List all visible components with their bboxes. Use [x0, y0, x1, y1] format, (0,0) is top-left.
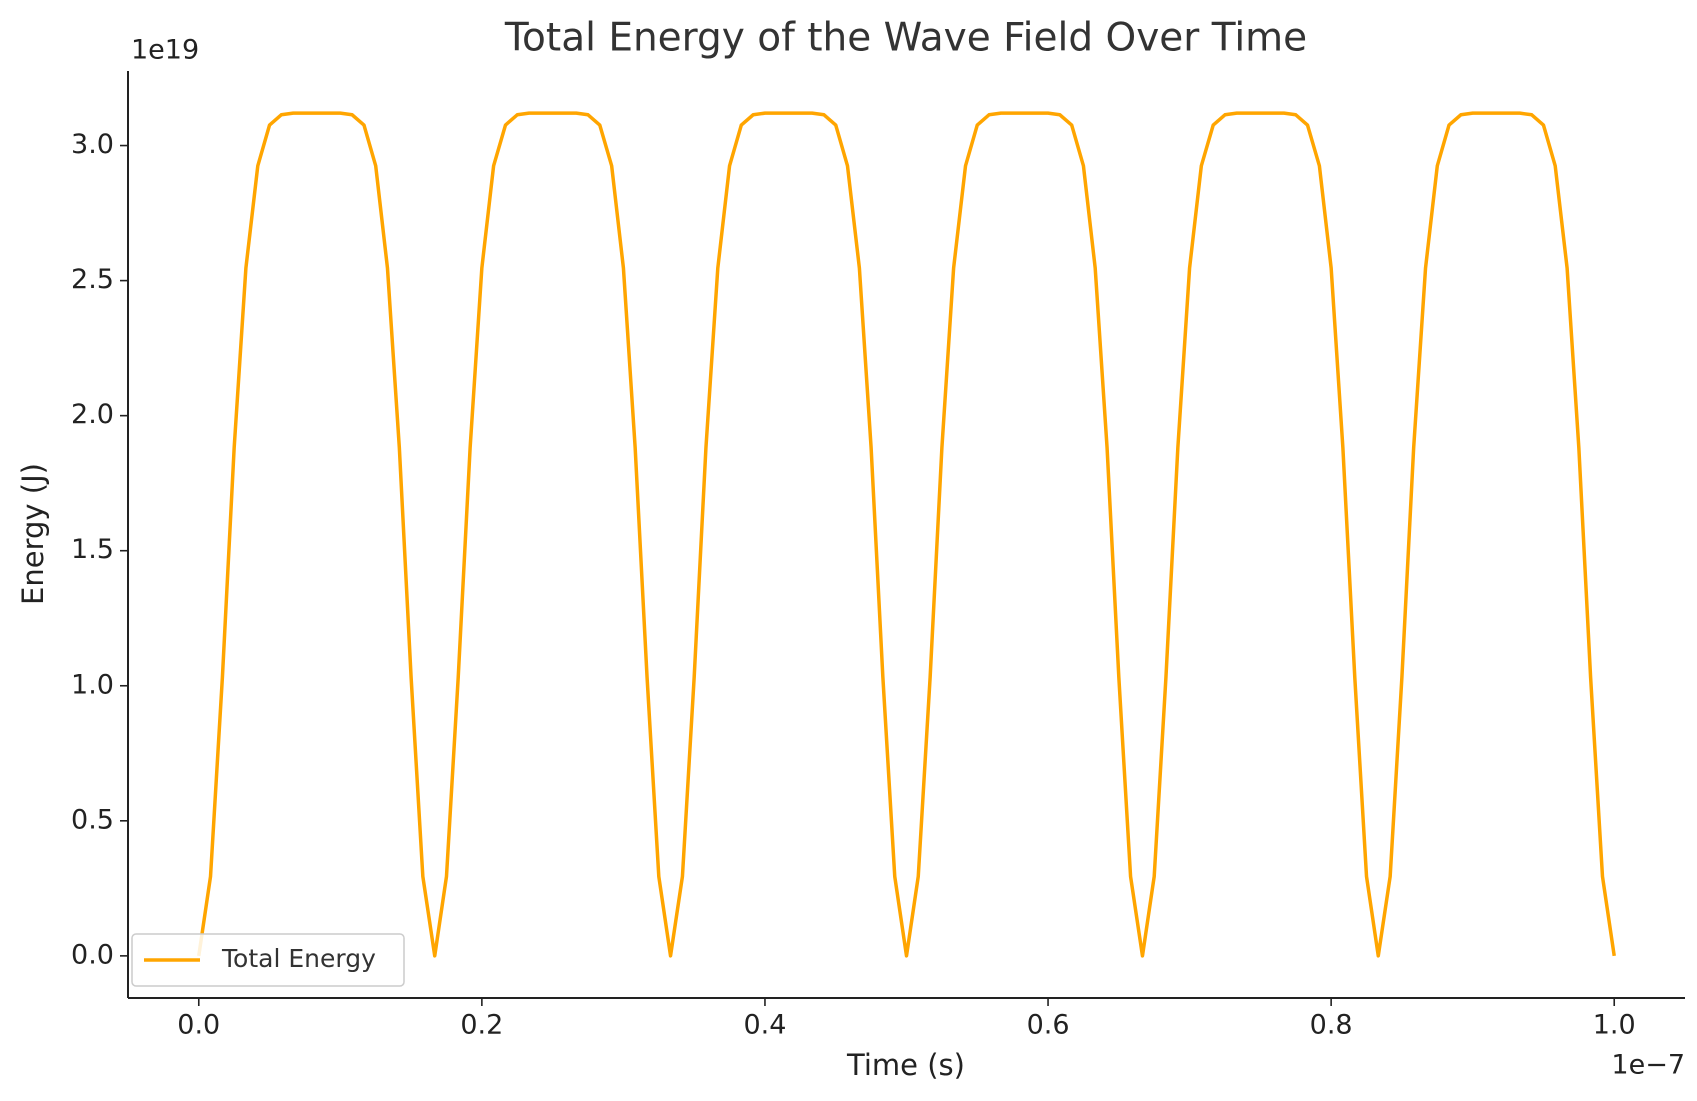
y-tick-label: 3.0 [71, 129, 114, 160]
y-tick-label: 2.0 [71, 399, 114, 430]
y-axis-label: Energy (J) [16, 463, 50, 605]
y-tick-label: 1.5 [71, 534, 114, 565]
chart-title: Total Energy of the Wave Field Over Time [504, 16, 1307, 61]
y-tick-label: 0.0 [71, 939, 114, 970]
x-tick-label: 1.0 [1593, 1010, 1636, 1041]
y-tick-label: 2.5 [71, 264, 114, 295]
legend-label: Total Energy [221, 944, 376, 973]
x-tick-label: 0.6 [1027, 1010, 1070, 1041]
x-axis-label: Time (s) [846, 1048, 965, 1082]
y-tick-label: 1.0 [71, 669, 114, 700]
x-offset-label: 1e−7 [1611, 1050, 1685, 1081]
x-tick-label: 0.4 [743, 1010, 786, 1041]
y-tick-label: 0.5 [71, 804, 114, 835]
line-series [197, 111, 1616, 958]
x-tick-label: 0.0 [177, 1010, 220, 1041]
x-tick-label: 0.8 [1310, 1010, 1353, 1041]
legend: Total Energy [131, 933, 405, 987]
legend-box [131, 933, 405, 987]
y-offset-label: 1e19 [131, 35, 199, 66]
x-tick-label: 0.2 [460, 1010, 503, 1041]
